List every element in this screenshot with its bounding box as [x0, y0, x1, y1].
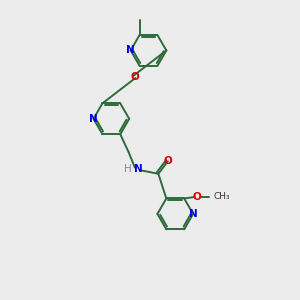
Text: CH₃: CH₃ — [213, 193, 230, 202]
Text: N: N — [134, 164, 143, 174]
Text: N: N — [89, 114, 98, 124]
Text: H: H — [124, 164, 132, 174]
Text: N: N — [126, 45, 135, 56]
Text: O: O — [164, 156, 172, 166]
Text: O: O — [193, 192, 202, 202]
Text: N: N — [189, 209, 197, 219]
Text: O: O — [130, 72, 139, 82]
